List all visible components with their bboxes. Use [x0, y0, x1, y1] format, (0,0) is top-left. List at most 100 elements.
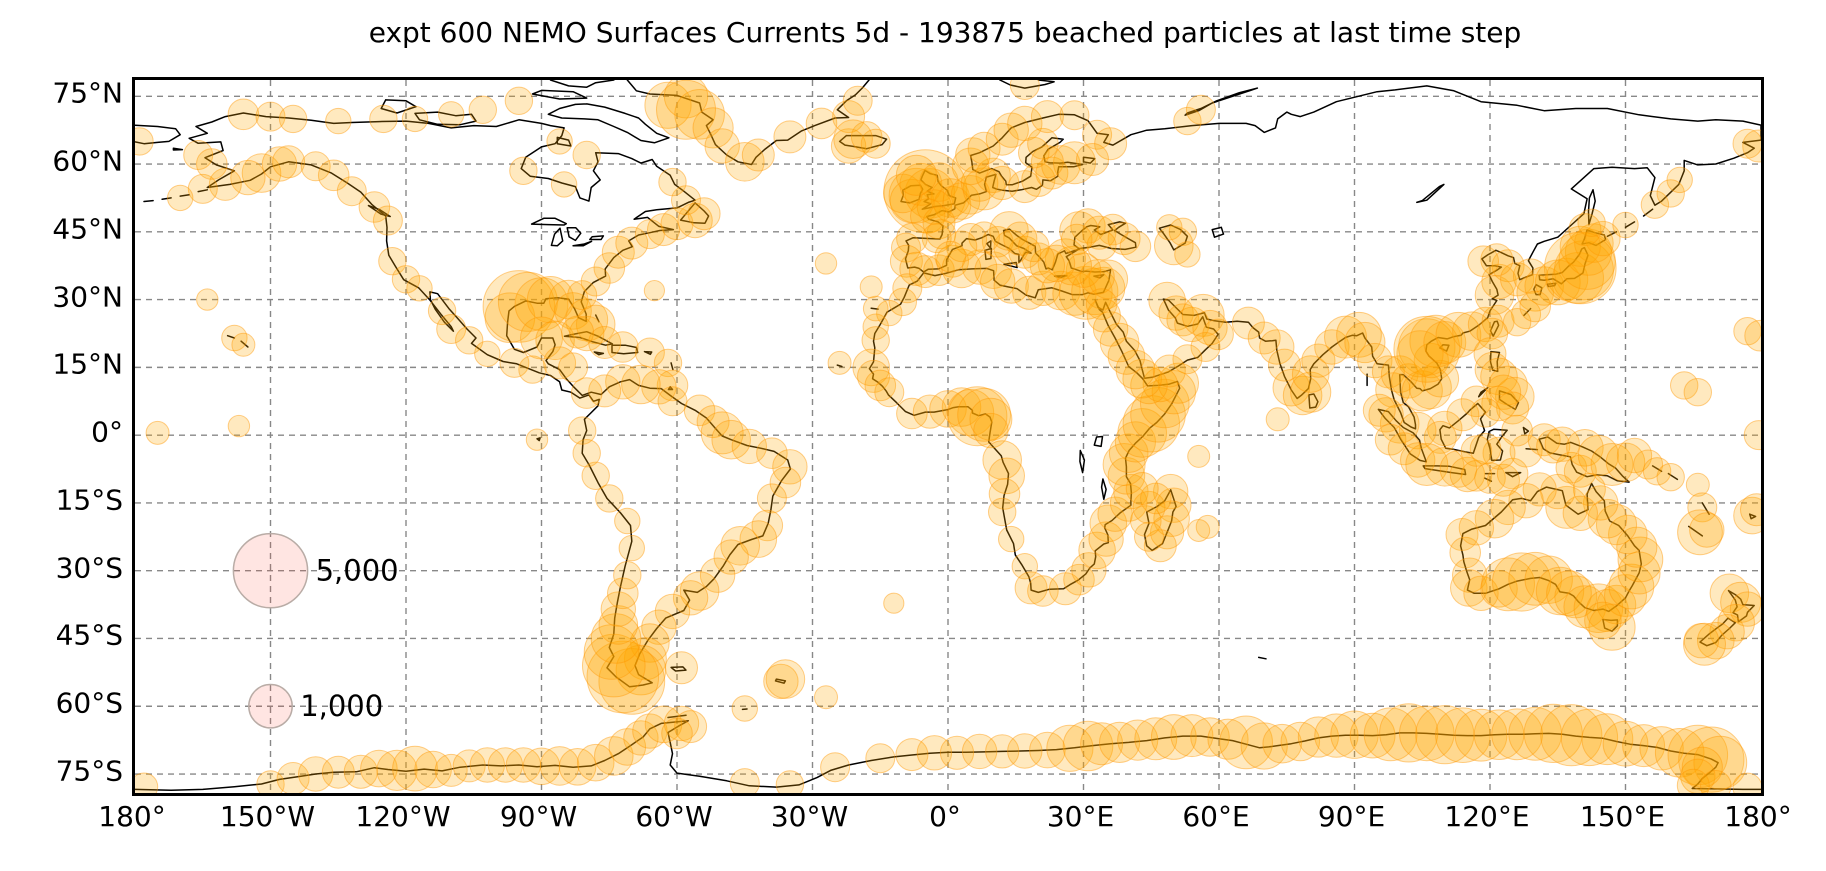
data-bubble: [1158, 295, 1194, 331]
data-bubble: [891, 232, 921, 263]
data-bubble: [1409, 314, 1463, 368]
data-bubble: [586, 640, 660, 714]
data-bubble: [325, 107, 352, 135]
data-bubble: [923, 254, 955, 286]
data-bubble: [1044, 238, 1087, 280]
data-bubble: [1742, 129, 1761, 163]
data-bubble: [1560, 708, 1619, 767]
data-bubble: [1640, 190, 1670, 219]
data-bubble: [241, 153, 282, 193]
data-bubble: [1467, 245, 1499, 277]
data-bubble: [1012, 275, 1047, 310]
data-bubble: [679, 571, 720, 611]
data-bubble: [988, 478, 1021, 510]
data-bubble: [298, 756, 334, 792]
data-bubble: [692, 107, 734, 149]
coastline-path: [838, 134, 888, 150]
data-bubble: [369, 104, 398, 134]
data-bubble: [1363, 707, 1418, 762]
world-map-svg: 5,000 1,000: [135, 80, 1761, 793]
coastline-path: [1211, 226, 1225, 238]
data-bubble: [930, 178, 971, 218]
data-bubble: [1502, 308, 1532, 337]
data-bubble: [1501, 414, 1533, 447]
coastline-path: [1667, 472, 1679, 481]
data-bubble: [1187, 519, 1211, 542]
data-bubble: [1021, 242, 1055, 276]
data-bubble: [1379, 404, 1420, 444]
coastline-path: [1439, 344, 1450, 352]
data-bubble: [455, 326, 484, 355]
data-bubble: [1080, 722, 1124, 766]
data-bubble: [945, 230, 978, 263]
coastline-path: [593, 351, 605, 356]
data-bubble: [892, 273, 923, 304]
data-bubble: [1729, 591, 1761, 627]
data-bubble: [535, 320, 575, 361]
data-bubble: [135, 127, 154, 156]
coastline-path: [1308, 393, 1319, 409]
data-bubble: [583, 624, 640, 680]
coastline-path: [550, 227, 564, 247]
data-bubble: [1616, 437, 1653, 474]
data-bubble: [739, 520, 778, 558]
data-bubble: [1059, 211, 1099, 251]
data-bubble: [1474, 351, 1511, 388]
data-bubble: [1553, 240, 1614, 301]
data-bubble: [961, 733, 998, 770]
data-bubble: [1107, 337, 1146, 375]
data-bubble: [981, 226, 1014, 258]
data-bubble: [916, 735, 953, 771]
data-bubble: [1115, 349, 1156, 390]
data-bubble: [939, 735, 975, 770]
data-bubble: [1219, 715, 1273, 770]
coastline-path: [1498, 390, 1520, 411]
data-bubble: [1481, 263, 1517, 300]
data-bubble: [414, 750, 452, 789]
data-bubble: [1173, 106, 1202, 136]
data-bubble: [588, 326, 622, 359]
data-bubble: [687, 197, 721, 231]
data-bubble: [936, 244, 969, 278]
data-bubble: [1568, 213, 1602, 247]
data-bubble: [1656, 179, 1685, 208]
data-bubble: [876, 299, 903, 327]
legend-bubble: [232, 532, 309, 609]
coastline-path: [1606, 231, 1618, 238]
data-bubble: [1113, 473, 1149, 510]
coastline-path: [547, 103, 670, 144]
data-bubble: [601, 235, 635, 269]
data-bubble: [741, 138, 775, 172]
data-bubble: [1048, 572, 1082, 606]
data-bubble: [1029, 731, 1066, 769]
data-bubble: [820, 752, 851, 783]
data-bubble: [1400, 442, 1436, 478]
coastline-path: [1079, 449, 1086, 474]
data-bubble: [647, 213, 680, 247]
data-bubble: [321, 755, 355, 789]
data-bubble: [1150, 515, 1185, 550]
data-bubble: [988, 497, 1017, 527]
data-bubble: [1480, 357, 1518, 396]
data-bubble: [634, 219, 665, 250]
data-bubble: [860, 128, 891, 159]
x-tick-label: 90°W: [499, 800, 578, 833]
coastline-path: [984, 247, 993, 261]
data-bubble: [372, 205, 403, 236]
data-bubble: [1011, 553, 1038, 580]
data-bubble: [1152, 473, 1189, 510]
data-bubble: [558, 748, 597, 786]
data-bubble: [1524, 555, 1573, 604]
data-bubble: [1018, 230, 1050, 263]
data-bubble: [1545, 485, 1589, 529]
data-bubble: [607, 577, 639, 610]
coastline-path: [1701, 502, 1710, 515]
data-bubble: [1085, 288, 1118, 320]
coastline-path: [143, 199, 154, 203]
data-bubble: [1157, 362, 1200, 404]
data-bubble: [1140, 378, 1190, 429]
data-bubble: [1399, 705, 1455, 762]
coastline-path: [1602, 618, 1619, 632]
data-bubble: [643, 280, 666, 302]
x-tick-label: 120°E: [1444, 800, 1530, 833]
